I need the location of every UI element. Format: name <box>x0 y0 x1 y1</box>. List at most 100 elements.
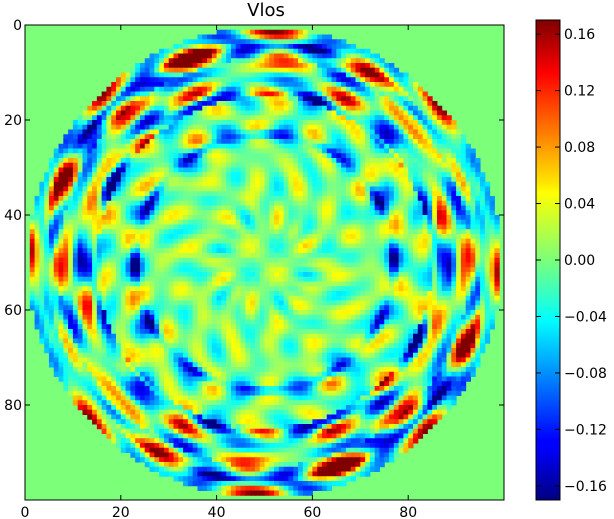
heatmap-cell <box>379 58 385 64</box>
heatmap-cell <box>417 167 424 173</box>
heatmap-cell <box>350 200 357 206</box>
heatmap-cell <box>192 115 198 121</box>
heatmap-cell <box>288 91 294 97</box>
heatmap-cell <box>39 210 45 216</box>
heatmap-cell <box>187 186 194 192</box>
heatmap-cell <box>321 229 328 235</box>
heatmap-cell <box>432 162 438 168</box>
heatmap-cell <box>63 158 69 164</box>
heatmap-cell <box>451 153 457 159</box>
heatmap-cell <box>326 191 333 197</box>
heatmap-cell <box>48 215 55 221</box>
heatmap-cell <box>293 115 299 121</box>
heatmap-cell <box>355 172 361 178</box>
heatmap-cell <box>451 295 457 301</box>
heatmap-cell <box>489 257 495 263</box>
heatmap-cell <box>202 295 208 301</box>
heatmap-cell <box>408 86 414 92</box>
heatmap-cell <box>293 219 299 225</box>
heatmap-cell <box>235 300 242 306</box>
heatmap-cell <box>326 310 333 316</box>
heatmap-cell <box>44 314 50 320</box>
heatmap-cell <box>317 200 323 206</box>
heatmap-cell <box>403 267 409 273</box>
heatmap-cell <box>288 115 294 121</box>
heatmap-cell <box>384 105 390 111</box>
heatmap-cell <box>101 210 107 216</box>
heatmap-cell <box>245 200 251 206</box>
heatmap-cell <box>139 110 146 116</box>
heatmap-cell <box>245 238 251 244</box>
heatmap-cell <box>192 53 198 59</box>
heatmap-cell <box>365 63 371 69</box>
heatmap-cell <box>183 234 189 240</box>
heatmap-cell <box>302 129 309 135</box>
heatmap-cell <box>274 234 280 240</box>
heatmap-cell <box>321 115 328 121</box>
heatmap-cell <box>34 300 40 306</box>
heatmap-cell <box>77 167 83 173</box>
heatmap-cell <box>398 177 404 183</box>
heatmap-cell <box>163 253 170 259</box>
heatmap-cell <box>72 200 79 206</box>
heatmap-cell <box>116 276 122 282</box>
heatmap-cell <box>298 200 304 206</box>
heatmap-cell <box>417 177 424 183</box>
heatmap-cell <box>412 281 419 287</box>
heatmap-cell <box>389 177 395 183</box>
heatmap-cell <box>173 267 179 273</box>
heatmap-cell <box>393 267 400 273</box>
heatmap-cell <box>207 310 213 316</box>
heatmap-cell <box>226 77 232 83</box>
heatmap-cell <box>288 300 294 306</box>
heatmap-cell <box>197 101 203 107</box>
heatmap-cell <box>312 39 318 45</box>
heatmap-cell <box>283 186 289 192</box>
heatmap-cell <box>307 29 313 35</box>
heatmap-cell <box>475 257 481 263</box>
heatmap-cell <box>77 129 83 135</box>
heatmap-cell <box>269 276 275 282</box>
heatmap-cell <box>254 82 261 88</box>
heatmap-cell <box>422 248 428 254</box>
heatmap-cell <box>48 167 55 173</box>
heatmap-cell <box>135 91 141 97</box>
heatmap-cell <box>139 167 146 173</box>
heatmap-cell <box>350 305 357 311</box>
heatmap-cell <box>288 86 294 92</box>
heatmap-cell <box>168 101 174 107</box>
heatmap-cell <box>125 267 131 273</box>
heatmap-cell <box>307 291 313 297</box>
heatmap-cell <box>111 177 117 183</box>
heatmap-cell <box>355 105 361 111</box>
heatmap-cell <box>379 229 385 235</box>
heatmap-cell <box>87 139 93 145</box>
heatmap-cell <box>365 167 371 173</box>
heatmap-cell <box>307 177 313 183</box>
heatmap-cell <box>389 224 395 230</box>
heatmap-cell <box>116 243 122 249</box>
heatmap-cell <box>341 124 347 130</box>
heatmap-cell <box>87 219 93 225</box>
heatmap-cell <box>235 67 242 73</box>
heatmap-cell <box>187 77 194 83</box>
heatmap-cell <box>298 44 304 50</box>
heatmap-cell <box>221 91 227 97</box>
heatmap-cell <box>149 115 155 121</box>
heatmap-cell <box>240 34 246 40</box>
heatmap-cell <box>259 77 265 83</box>
heatmap-cell <box>389 196 395 202</box>
heatmap-cell <box>283 120 289 126</box>
heatmap-cell <box>480 262 486 268</box>
heatmap-cell <box>331 181 337 187</box>
heatmap-cell <box>39 196 45 202</box>
heatmap-cell <box>298 105 304 111</box>
heatmap-cell <box>393 248 400 254</box>
heatmap-cell <box>34 257 40 263</box>
heatmap-cell <box>283 305 289 311</box>
heatmap-cell <box>446 267 452 273</box>
heatmap-cell <box>384 82 390 88</box>
heatmap-cell <box>173 219 179 225</box>
heatmap-cell <box>250 281 256 287</box>
heatmap-cell <box>187 267 194 273</box>
